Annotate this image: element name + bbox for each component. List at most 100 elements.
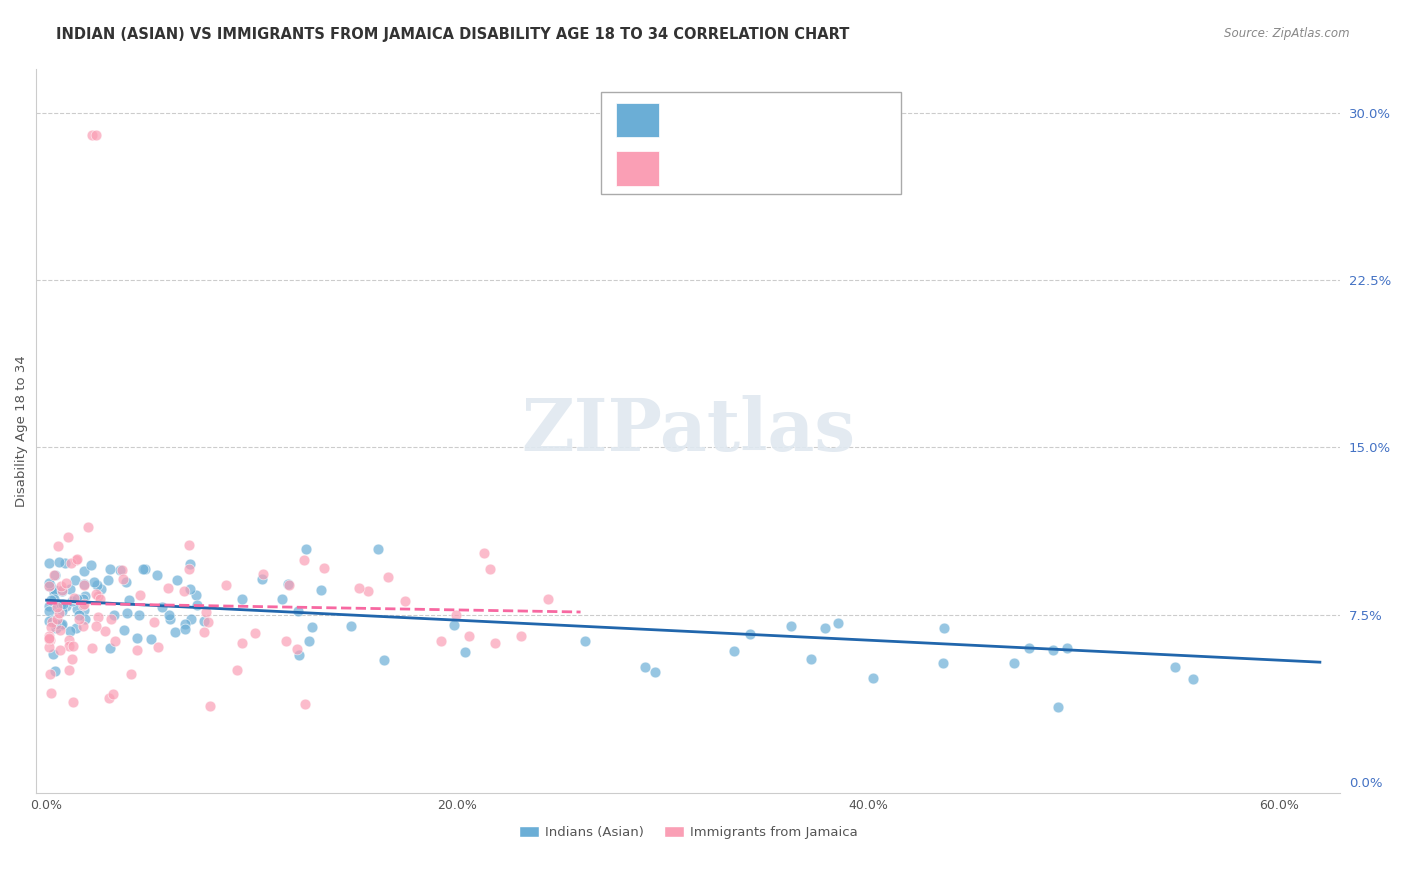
Point [446,608,468,623]
Point [39,578,62,592]
Point [510,629,533,643]
Point [484,636,506,650]
Point [80,128,103,143]
Point [276,633,298,648]
Point [51,604,73,618]
Point [87,609,110,624]
Point [51,584,73,599]
FancyBboxPatch shape [600,93,901,194]
Point [38,579,60,593]
Point [193,624,215,639]
Point [84,619,107,633]
Point [60,652,83,666]
Point [44,583,66,598]
Point [89,592,111,607]
Point [101,687,124,701]
Point [252,567,274,582]
Point [62,694,84,708]
Point [90,582,112,597]
Point [111,572,134,586]
Point [177,562,200,576]
Point [112,623,135,637]
Point [129,588,152,602]
Point [1046,700,1069,714]
Point [193,614,215,628]
Point [66,592,89,607]
Point [59,624,82,639]
Point [198,699,221,714]
Point [38,666,60,681]
Point [186,598,208,612]
Point [143,615,166,630]
Point [146,568,169,582]
Point [98,641,121,656]
Point [723,644,745,658]
Point [44,664,66,678]
Point [62,640,84,654]
Point [458,629,481,643]
Point [277,576,299,591]
Point [111,563,134,577]
Point [340,619,363,633]
Point [45,600,67,615]
Point [100,612,122,626]
Point [738,627,761,641]
Point [159,612,181,626]
Point [73,578,96,592]
Point [285,642,308,657]
Point [148,640,170,654]
Point [58,664,80,678]
Point [150,599,173,614]
Point [125,631,148,645]
Point [862,671,884,685]
Point [301,620,323,634]
Point [215,578,238,592]
Point [1018,640,1040,655]
Point [800,652,823,666]
Point [287,604,309,618]
Point [118,593,141,607]
Point [77,520,100,534]
Point [115,607,138,621]
Point [38,556,60,570]
Point [377,570,399,584]
Point [58,633,80,648]
Point [73,612,96,626]
Point [98,562,121,576]
Point [104,634,127,648]
Point [84,128,107,143]
Point [1056,640,1078,655]
Point [108,563,131,577]
Text: ZIPatlas: ZIPatlas [522,395,855,467]
Point [38,632,60,646]
Point [231,636,253,650]
Point [59,582,82,596]
Point [60,594,83,608]
Point [184,588,207,602]
Point [134,562,156,576]
Point [67,607,90,622]
Point [277,577,299,591]
Point [634,660,657,674]
Point [46,612,69,626]
Point [165,624,187,639]
Point [58,639,80,653]
Point [65,552,87,566]
Point [66,602,89,616]
Point [49,643,72,657]
Point [156,581,179,595]
Point [1182,672,1205,686]
Point [42,567,65,582]
Point [49,623,72,637]
Point [347,581,370,595]
Point [1163,660,1185,674]
Point [84,587,107,601]
Point [41,613,63,627]
Point [97,573,120,587]
Y-axis label: Disability Age 18 to 34: Disability Age 18 to 34 [15,355,28,507]
Point [42,585,65,599]
Point [39,619,62,633]
Point [295,542,318,557]
Point [38,632,60,647]
Point [454,645,477,659]
